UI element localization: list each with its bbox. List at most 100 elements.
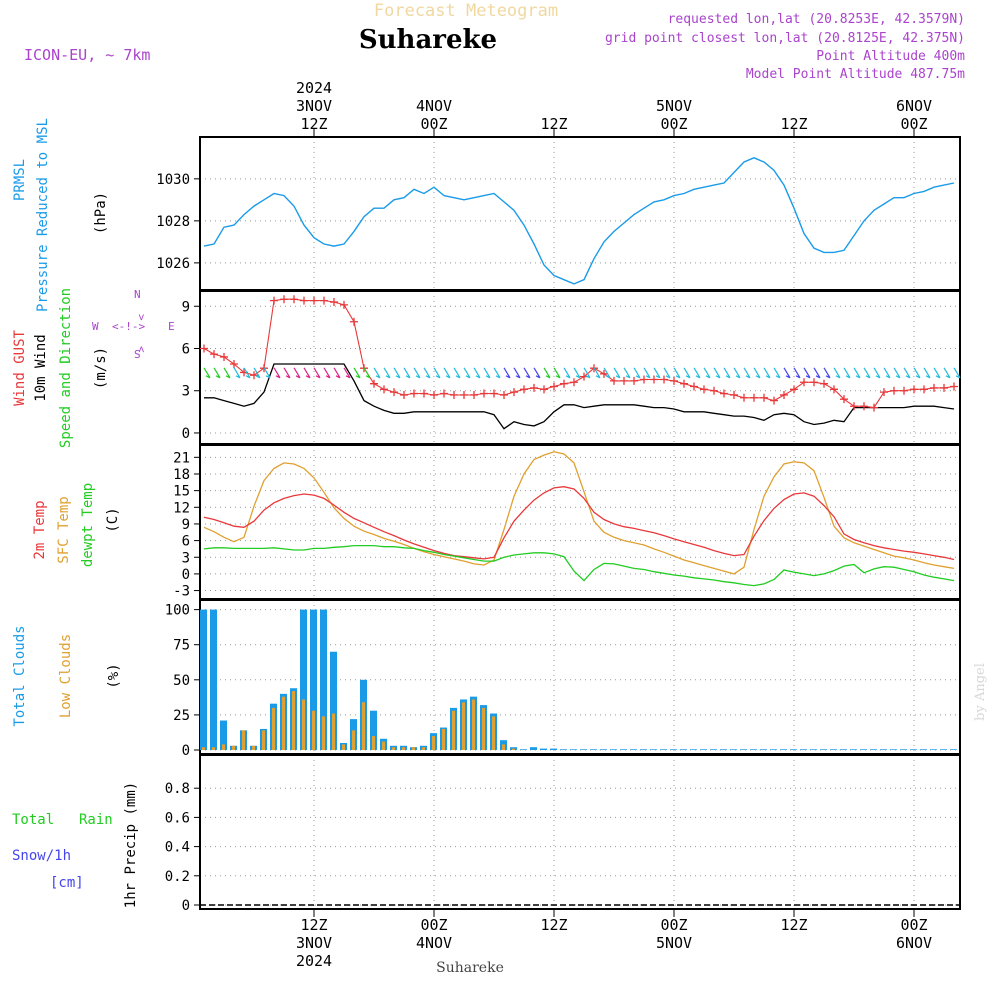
ytick-label-4-0: 0 [182,898,190,914]
top-axis-label-3-1: 5NOV [656,97,692,115]
wind-barb-56 [763,367,771,379]
lcc-bar-11 [312,710,315,750]
tcc-bar-66 [860,749,867,750]
ytick-label-3-0: 0 [182,743,190,759]
ytick-label-0-0: 1026 [156,256,190,272]
bottom-axis-label-1-1: 4NOV [416,934,452,952]
lcc-bar-25 [452,710,455,750]
wind-barb-28 [483,367,491,379]
gust-marker-23 [430,390,438,399]
gust-marker-1 [210,350,218,359]
top-axis-label-0-0: 2024 [296,79,332,97]
grid-coords: grid point closest lon,lat (20.8125E, 42… [605,31,965,46]
wind-barb-32 [523,367,531,379]
gust-marker-59 [790,385,798,394]
wind-barb-39 [593,367,601,379]
wind-barb-72 [923,367,931,379]
bottom-axis-label-0-1: 3NOV [296,934,332,952]
bottom-axis-label-0-2: 2024 [296,952,332,970]
rain-label-2: Rain [79,812,113,828]
wind-barb-67 [873,367,881,379]
wind-barb-58 [783,367,791,379]
wind-barb-54 [743,367,751,379]
wind-barb-0 [203,367,211,379]
compass-sv: < [135,346,148,353]
gust-marker-67 [870,403,878,412]
product-title: Forecast Meteogram [374,1,558,21]
wind-speed-line [204,363,955,430]
wind-barb-6 [263,367,271,379]
ytick-label-2-7: 18 [173,467,190,483]
sfc-temp-line [203,451,955,575]
precip-labels: Total Rain Snow/1h [cm] 1hr Precip (mm) [12,782,139,908]
gust-marker-51 [710,386,718,395]
gust-marker-33 [530,383,538,392]
gust-marker-8 [280,295,288,304]
tcc-bar-63 [830,749,837,750]
rain-label-1: Total [12,812,54,828]
tcc-bar-48 [680,749,687,750]
gust-marker-35 [550,382,558,391]
pressure-unit: (hPa) [93,192,109,234]
tcc-bar-46 [660,749,667,750]
lcc-bar-0 [202,747,205,750]
gust-marker-60 [800,378,808,387]
cloud-labels: Total Clouds Low Clouds (%) [12,625,122,726]
wind-barb-43 [633,367,641,379]
tcc-bar-64 [840,749,847,750]
wind-barb-30 [503,367,511,379]
bottom-axis-label-1-0: 00Z [420,916,447,934]
tick-labels: 1026102810300369-30369121518210255075100… [156,172,190,914]
t2m-label: 2m Temp [32,500,48,559]
lcc-bar-17 [372,735,375,750]
tcc-bar-52 [720,749,727,750]
ytick-label-2-2: 3 [182,550,190,566]
precip-unit: 1hr Precip (mm) [123,782,139,908]
top-axis-label-5-1: 6NOV [896,97,932,115]
tcc-bar-1 [210,609,217,750]
tcc-bar-67 [870,749,877,750]
wind-barb-64 [843,367,851,379]
top-axis-label-2-2: 12Z [540,115,567,133]
wind-barb-3 [233,367,241,379]
gust-marker-36 [560,379,568,388]
gust-marker-63 [830,385,838,394]
lcc-bar-16 [362,702,365,750]
ytick-label-3-4: 100 [165,603,190,619]
ytick-label-2-1: 0 [182,567,190,583]
gust-marker-54 [740,393,748,402]
wind-dir-label: Speed and Direction [58,288,74,448]
lcc-bar-20 [402,747,405,750]
gust-marker-18 [380,385,388,394]
wind-barb-11 [313,367,321,379]
lcc-bar-22 [422,747,425,750]
temp-unit: (C) [105,507,121,532]
wind-barb-53 [733,367,741,379]
lcc-bar-28 [482,707,485,750]
gust-marker-75 [950,382,958,391]
gust-marker-57 [770,396,778,405]
requested-coords: requested lon,lat (20.8253E, 42.3579N) [668,12,965,27]
gust-marker-10 [300,296,308,305]
ytick-label-2-8: 21 [173,450,190,466]
gust-marker-27 [470,390,478,399]
wind-barb-33 [533,367,541,379]
wind-barb-44 [643,367,651,379]
gust-marker-14 [340,300,348,309]
wind-barb-18 [383,367,391,379]
tcc-bar-61 [810,749,817,750]
lcc-bar-2 [222,744,225,750]
wind-barb-59 [793,367,801,379]
lcc-label: Low Clouds [58,634,74,718]
compass-n: N [134,288,141,301]
ytick-label-4-3: 0.6 [165,810,190,826]
ytick-label-1-1: 3 [182,384,190,400]
gust-marker-26 [460,390,468,399]
top-axis-label-1-1: 4NOV [416,97,452,115]
gust-marker-62 [820,379,828,388]
lcc-bar-9 [292,691,295,750]
lcc-bar-14 [342,744,345,750]
data-marks [200,157,961,906]
wind-label: 10m Wind [33,334,49,401]
gust-marker-53 [730,390,738,399]
